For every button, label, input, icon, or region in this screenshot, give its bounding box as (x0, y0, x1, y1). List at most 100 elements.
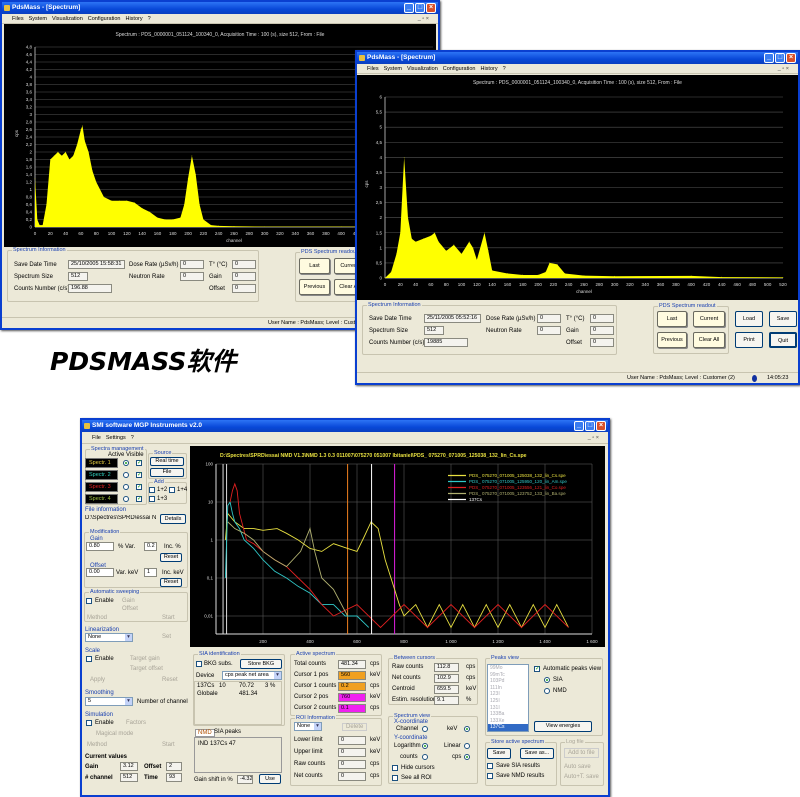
spectrum-active-radio[interactable] (123, 496, 129, 502)
clear-all-button[interactable]: Clear All (693, 332, 725, 348)
peak-list-item[interactable]: 99Mo (490, 665, 503, 671)
simulation-start-button[interactable]: Start (162, 742, 175, 748)
sweeping-start-button[interactable]: Start (162, 615, 175, 621)
linearization-set-button[interactable]: Set (162, 634, 172, 640)
peaks-listbox[interactable]: 99Mo 99mTc 103Pd 111In 123I 125I 131I 133Ba 133X… (487, 664, 529, 732)
store-save-button[interactable]: Save (487, 748, 511, 759)
spectrum-1-label[interactable]: Spectr. 1 (85, 458, 118, 468)
add-1-4-checkbox[interactable] (169, 487, 175, 493)
save-nmd-checkbox[interactable] (487, 773, 493, 779)
menu-file[interactable]: File (92, 435, 101, 441)
menu-visualization[interactable]: Visualization (51, 16, 83, 22)
current-button[interactable]: Current (693, 311, 725, 327)
device-select[interactable]: cps peak net area (222, 671, 282, 680)
menu-system[interactable]: System (28, 16, 47, 22)
peak-list-item[interactable]: 133Ba (490, 711, 505, 718)
roi-delete-button[interactable]: Delete (342, 723, 368, 731)
automatic-peaks-checkbox[interactable] (534, 665, 540, 672)
maximize-button[interactable]: □ (585, 421, 595, 431)
menu-help[interactable]: ? (130, 435, 134, 441)
peak-list-item[interactable]: 125I (490, 697, 500, 704)
minimize-button[interactable]: _ (764, 53, 774, 63)
previous-button[interactable]: Previous (299, 279, 330, 295)
menu-help[interactable]: ? (147, 16, 151, 22)
offset-reset-button[interactable]: Reset (160, 578, 182, 587)
spectrum-visible-checkbox[interactable] (136, 459, 142, 466)
cps-radio[interactable] (464, 754, 470, 760)
last-button[interactable]: Last (657, 311, 687, 327)
real-time-button[interactable]: Real time (150, 457, 184, 466)
gain-spinner[interactable]: 0.80 (86, 542, 114, 551)
peak-list-item[interactable]: 111In (490, 684, 502, 691)
hide-cursors-checkbox[interactable] (392, 765, 398, 771)
minimize-button[interactable]: _ (574, 421, 584, 431)
gain-reset-button[interactable]: Reset (160, 553, 182, 562)
menu-files[interactable]: Files (367, 66, 379, 72)
load-button[interactable]: Load (735, 311, 763, 327)
save-button[interactable]: Save (769, 311, 797, 327)
scale-enable-checkbox[interactable] (86, 656, 92, 662)
linearization-select[interactable]: None (85, 633, 133, 642)
kev-radio[interactable] (464, 726, 470, 732)
counts-radio[interactable] (422, 754, 428, 760)
menu-visualization[interactable]: Visualization (406, 66, 438, 72)
smoothing-select[interactable]: 5 (85, 697, 133, 706)
sia-radio[interactable] (544, 677, 550, 683)
close-button[interactable]: × (786, 53, 796, 63)
file-button[interactable]: File (150, 468, 184, 477)
previous-button[interactable]: Previous (657, 332, 687, 348)
tab-nmd[interactable]: NMD (195, 729, 215, 737)
add-to-file-button[interactable]: Add to file (564, 748, 599, 758)
simulation-enable-checkbox[interactable] (86, 720, 92, 726)
spectrum-active-radio[interactable] (123, 484, 129, 490)
add-1-2-checkbox[interactable] (149, 487, 155, 493)
peak-list-item[interactable]: 99mTc (490, 671, 505, 678)
use-button[interactable]: Use (259, 774, 281, 784)
spectrum-visible-checkbox[interactable] (136, 483, 142, 490)
menu-files[interactable]: Files (12, 16, 24, 22)
menu-history[interactable]: History (125, 16, 143, 22)
offset-spinner[interactable]: 0.00 (86, 568, 114, 577)
store-save-as-button[interactable]: Save as... (520, 748, 554, 759)
mdi-controls[interactable]: _ ▫ × (777, 66, 789, 72)
peak-list-item[interactable]: 137Cs (488, 724, 528, 731)
spectrum-visible-checkbox[interactable] (136, 495, 142, 502)
spectrum-4-label[interactable]: Spectr. 4 (85, 494, 118, 504)
close-button[interactable]: × (596, 421, 606, 431)
menu-configuration[interactable]: Configuration (87, 16, 121, 22)
mdi-controls[interactable]: _ ▫ × (587, 435, 599, 441)
store-bkg-button[interactable]: Store BKG (240, 659, 282, 669)
quit-button[interactable]: Quit (769, 332, 797, 348)
details-button[interactable]: Details (160, 514, 186, 524)
scale-apply-button[interactable]: Apply (90, 677, 106, 683)
maximize-button[interactable]: □ (415, 3, 425, 13)
view-energies-button[interactable]: View energies (534, 721, 592, 732)
mdi-controls[interactable]: _ ▫ × (417, 16, 429, 22)
peak-list-item[interactable]: 133Xe (490, 717, 505, 724)
spectrum-3-label[interactable]: Spectr. 3 (85, 482, 118, 492)
save-sia-checkbox[interactable] (487, 763, 493, 769)
offset-inc-field[interactable]: 1 (144, 568, 157, 577)
print-button[interactable]: Print (735, 332, 763, 348)
menu-history[interactable]: History (480, 66, 498, 72)
scale-reset-button[interactable]: Reset (162, 677, 178, 683)
tab-sia-peaks[interactable]: SIA peaks (214, 729, 242, 735)
peak-list-item[interactable]: 103Pd (490, 678, 505, 685)
spectrum-active-radio[interactable] (123, 460, 129, 466)
add-1-3-checkbox[interactable] (149, 496, 155, 502)
channel-radio[interactable] (422, 726, 428, 732)
menu-help[interactable]: ? (502, 66, 506, 72)
see-all-roi-checkbox[interactable] (392, 775, 398, 781)
maximize-button[interactable]: □ (775, 53, 785, 63)
logarithm-radio[interactable] (422, 743, 428, 749)
peak-list-item[interactable]: 131I (490, 704, 500, 711)
bkg-subs-checkbox[interactable] (196, 661, 202, 667)
linear-radio[interactable] (464, 743, 470, 749)
minimize-button[interactable]: _ (404, 3, 414, 13)
gain-inc-field[interactable]: 0.2 (144, 542, 157, 551)
menu-system[interactable]: System (383, 66, 402, 72)
close-button[interactable]: × (426, 3, 436, 13)
nmd-radio[interactable] (544, 688, 550, 694)
last-button[interactable]: Last (299, 258, 330, 274)
menu-configuration[interactable]: Configuration (442, 66, 476, 72)
